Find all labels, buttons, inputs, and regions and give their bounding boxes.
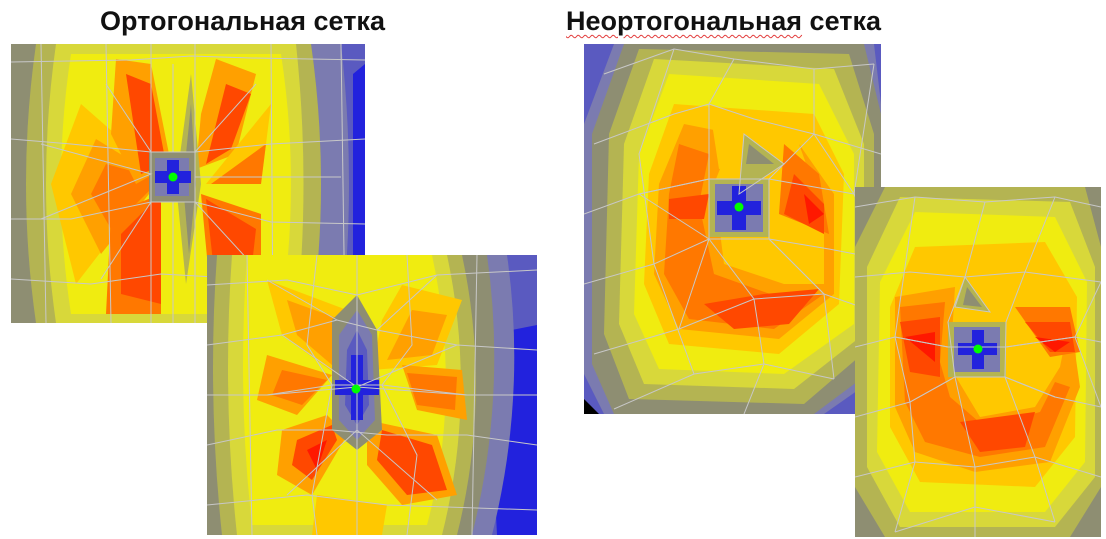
nonortho-center-node-b: [973, 344, 983, 354]
ortho-center-node-b: [351, 384, 361, 394]
ortho-contour-b: [207, 255, 537, 535]
nonortho-mesh-panel-a: [584, 44, 881, 414]
ortho-contour-a: [11, 44, 365, 323]
nonortho-contour-b: [855, 187, 1101, 537]
title-nonorthogonal-word: Неортогональная: [566, 6, 803, 36]
nonortho-center-node-a: [734, 202, 744, 212]
ortho-center-node-a: [168, 172, 178, 182]
nonortho-contour-a: [584, 44, 881, 414]
ortho-mesh-panel-b: [207, 255, 537, 535]
title-nonorthogonal-mesh: Неортогональная сетка: [566, 4, 881, 38]
nonortho-mesh-panel-b: [855, 187, 1101, 537]
ortho-mesh-panel-a: [11, 44, 365, 323]
title-orthogonal-mesh: Ортогональная сетка: [100, 6, 385, 36]
title-nonorthogonal-rest: сетка: [802, 6, 881, 36]
